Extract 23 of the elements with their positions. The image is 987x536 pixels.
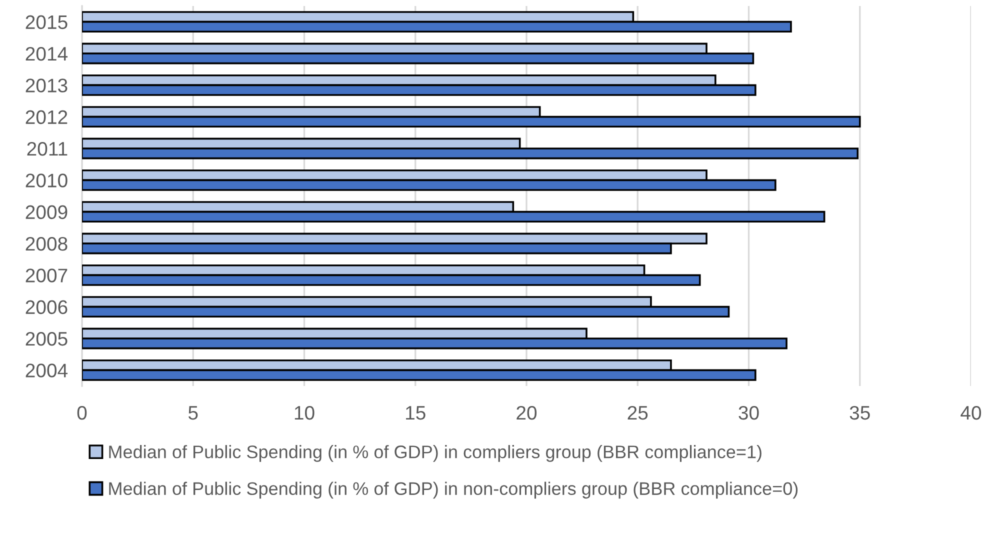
x-tick-label: 40 <box>960 406 982 420</box>
y-tick-label: 2012 <box>26 110 68 124</box>
x-tick-label: 0 <box>77 406 87 420</box>
legend-label: Median of Public Spending (in % of GDP) in non-compliers group (BBR compliance=0) <box>109 482 798 499</box>
x-tick-label: 20 <box>516 406 537 420</box>
y-tick-label: 2004 <box>26 364 68 378</box>
y-tick-label: 2015 <box>26 15 68 30</box>
x-tick-label: 10 <box>294 406 314 420</box>
y-tick-label: 2009 <box>26 205 68 220</box>
x-tick-label: 25 <box>628 406 648 420</box>
x-tick-label: 30 <box>738 406 759 420</box>
y-tick-label: 2007 <box>26 268 68 282</box>
y-tick-label: 2011 <box>27 142 68 156</box>
y-tick-label: 2013 <box>26 78 68 92</box>
legend-label: Median of Public Spending (in % of GDP) in compliers group (BBR compliance=1) <box>109 445 762 462</box>
y-tick-label: 2010 <box>26 174 68 188</box>
x-tick-label: 5 <box>188 406 198 420</box>
y-tick-label: 2008 <box>26 236 68 251</box>
y-tick-label: 2014 <box>26 46 68 61</box>
x-tick-label: 35 <box>850 406 870 420</box>
x-tick-label: 15 <box>406 406 426 420</box>
y-tick-label: 2006 <box>26 300 68 314</box>
y-tick-label: 2005 <box>26 332 68 346</box>
